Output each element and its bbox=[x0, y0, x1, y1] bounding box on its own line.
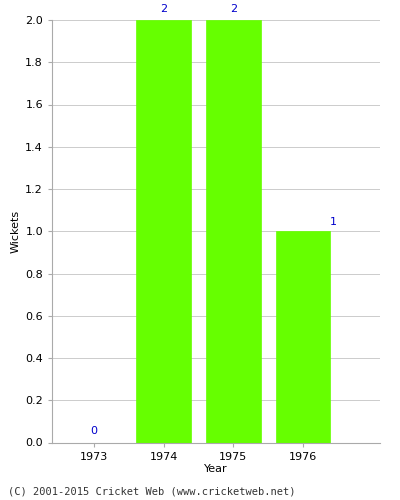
Y-axis label: Wickets: Wickets bbox=[11, 210, 21, 253]
Text: 2: 2 bbox=[230, 4, 237, 14]
X-axis label: Year: Year bbox=[204, 464, 228, 474]
Text: 1: 1 bbox=[330, 217, 337, 227]
Bar bbox=[206, 20, 261, 442]
Text: 0: 0 bbox=[90, 426, 97, 436]
Text: (C) 2001-2015 Cricket Web (www.cricketweb.net): (C) 2001-2015 Cricket Web (www.cricketwe… bbox=[8, 487, 296, 497]
Text: 2: 2 bbox=[160, 4, 167, 14]
Bar bbox=[136, 20, 191, 442]
Bar bbox=[276, 231, 330, 442]
